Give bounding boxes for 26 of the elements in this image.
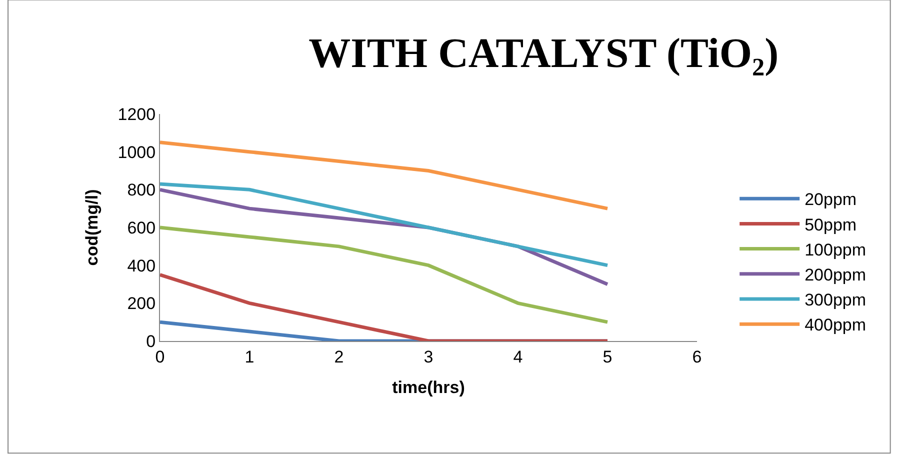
y-tick-label: 1000 bbox=[118, 142, 156, 162]
x-tick-label: 5 bbox=[602, 347, 612, 366]
line-series bbox=[160, 182, 610, 268]
chart-title: WITH CATALYST (TiO₂) bbox=[308, 31, 779, 78]
legend-label: 300ppm bbox=[804, 290, 866, 310]
legend-label: 400ppm bbox=[804, 316, 866, 335]
x-tick-label: 2 bbox=[334, 347, 344, 366]
legend-label: 100ppm bbox=[804, 240, 866, 260]
x-tick-label: 6 bbox=[692, 347, 702, 366]
y-tick-label: 800 bbox=[127, 180, 156, 200]
line-series bbox=[160, 140, 610, 210]
x-axis-title: time(hrs) bbox=[392, 378, 465, 397]
x-tick-label: 3 bbox=[424, 347, 434, 366]
y-axis-title: cod(mg/l) bbox=[82, 189, 102, 266]
y-tick-label: 200 bbox=[127, 294, 156, 314]
line-series bbox=[160, 273, 610, 341]
y-tick-label: 1200 bbox=[118, 104, 156, 124]
legend-label: 200ppm bbox=[804, 266, 866, 285]
legend-label: 50ppm bbox=[804, 215, 857, 234]
line-series bbox=[160, 226, 610, 324]
legend-label: 20ppm bbox=[804, 190, 857, 210]
y-tick-label: 600 bbox=[127, 218, 156, 238]
x-tick-label: 4 bbox=[513, 347, 523, 366]
x-tick-label: 1 bbox=[244, 347, 254, 366]
y-tick-label: 0 bbox=[146, 332, 156, 351]
y-tick-label: 400 bbox=[127, 256, 156, 276]
